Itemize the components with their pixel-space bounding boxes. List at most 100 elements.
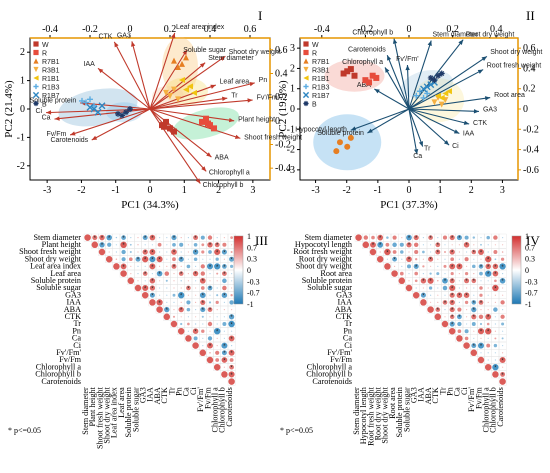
variable-label: ABA	[215, 154, 229, 161]
loading-arrow	[384, 67, 410, 110]
corr-circle	[180, 265, 182, 267]
corr-circle	[480, 352, 482, 354]
corr-circle	[500, 371, 506, 377]
sig-star: *	[230, 337, 233, 343]
corr-circle	[449, 284, 456, 292]
corr-circle	[178, 292, 185, 299]
data-point	[431, 77, 438, 84]
corr-row-label: Stem diameter	[304, 233, 352, 242]
legend-marker	[33, 49, 39, 56]
arrow-head	[201, 166, 207, 172]
sig-star: *	[187, 286, 190, 292]
top-tick-label: 0.4	[204, 24, 217, 35]
data-point	[175, 64, 181, 71]
variable-label: Fv'/Fm'	[257, 95, 280, 102]
corr-circle	[435, 307, 441, 312]
corr-circle	[436, 272, 440, 276]
corr-circle	[451, 244, 453, 246]
variable-label: Ca	[413, 153, 422, 160]
corr-circle	[173, 273, 175, 275]
corr-circle	[471, 322, 476, 326]
corr-col-label: Fv/Fm	[203, 387, 212, 409]
sig-star: *	[494, 265, 497, 271]
corr-circle	[494, 316, 496, 318]
corr-circle	[412, 291, 420, 299]
corr-circle	[134, 284, 142, 292]
panel-i-label: I	[258, 8, 262, 23]
variable-label: Ca	[42, 114, 51, 121]
data-point	[420, 85, 428, 93]
corr-row-label: Leaf area index	[30, 262, 81, 271]
corr-circle	[471, 278, 477, 284]
corr-circle	[444, 244, 446, 246]
corr-circle	[201, 243, 205, 247]
data-point	[347, 134, 354, 141]
data-point	[438, 101, 445, 108]
corr-circle	[186, 307, 191, 312]
legend-label: R1B3	[312, 85, 330, 92]
colorbar-label: -1	[525, 300, 532, 309]
corr-circle	[478, 264, 484, 269]
corr-col-label: Stem diameter	[81, 387, 90, 435]
colorbar-label: 0.3	[525, 255, 535, 264]
corr-circle	[172, 242, 176, 247]
legend-marker	[33, 100, 39, 107]
corr-circle	[486, 322, 490, 326]
corr-circle	[164, 271, 170, 276]
corr-circle	[207, 342, 213, 349]
sig-star: *	[194, 236, 197, 242]
arrow-head	[443, 140, 450, 146]
corr-col-label: Shoot dry weight	[381, 386, 390, 443]
corr-circle	[216, 272, 219, 275]
corr-circle	[180, 287, 182, 289]
corr-circle	[207, 242, 213, 248]
data-point	[431, 99, 438, 106]
sig-star: *	[473, 301, 476, 307]
corr-circle	[449, 235, 455, 241]
variable-label: Ci	[35, 108, 42, 115]
data-point	[366, 79, 373, 86]
data-point	[369, 72, 376, 79]
corr-circle	[115, 258, 118, 260]
data-point	[340, 70, 347, 77]
corr-circle	[200, 307, 206, 313]
corr-circle	[180, 316, 182, 318]
legend-marker	[303, 49, 309, 56]
arrow-head	[199, 62, 206, 68]
data-point	[344, 143, 351, 150]
corr-circle	[128, 257, 133, 262]
variable-label: IAA	[463, 130, 475, 137]
corr-circle	[199, 292, 206, 299]
corr-circle	[480, 237, 482, 239]
corr-circle	[186, 300, 191, 305]
sig-star: *	[230, 315, 233, 321]
sig-star: *	[465, 294, 468, 300]
arrow-head	[195, 178, 201, 184]
corr-circle	[492, 263, 499, 270]
corr-circle	[444, 251, 446, 253]
corr-circle	[478, 249, 484, 255]
corr-circle	[463, 242, 470, 248]
corr-circle	[137, 244, 139, 246]
corr-circle	[201, 250, 205, 254]
legend-marker	[33, 58, 39, 64]
corr-circle	[120, 270, 127, 277]
colorbar-label: 0.7	[525, 243, 535, 252]
corr-col-label: ABA	[424, 387, 433, 404]
corr-circle	[473, 294, 475, 296]
sig-star: *	[230, 322, 233, 328]
sig-star: *	[151, 258, 154, 264]
sig-star: *	[451, 301, 454, 307]
y-tick-label: 1	[290, 84, 295, 95]
corr-circle	[137, 280, 139, 282]
corr-circle	[187, 258, 189, 260]
corr-circle	[173, 309, 175, 311]
corr-circle	[121, 249, 126, 255]
corr-circle	[209, 280, 211, 282]
corr-circle	[216, 337, 218, 339]
corr-col-label: Fv'/Fm'	[196, 387, 205, 412]
right-tick-label: 0.6	[523, 43, 536, 54]
corr-col-label: Soluble protein	[124, 387, 133, 437]
colorbar-label: 0.7	[247, 243, 257, 252]
corr-circle	[135, 256, 141, 262]
